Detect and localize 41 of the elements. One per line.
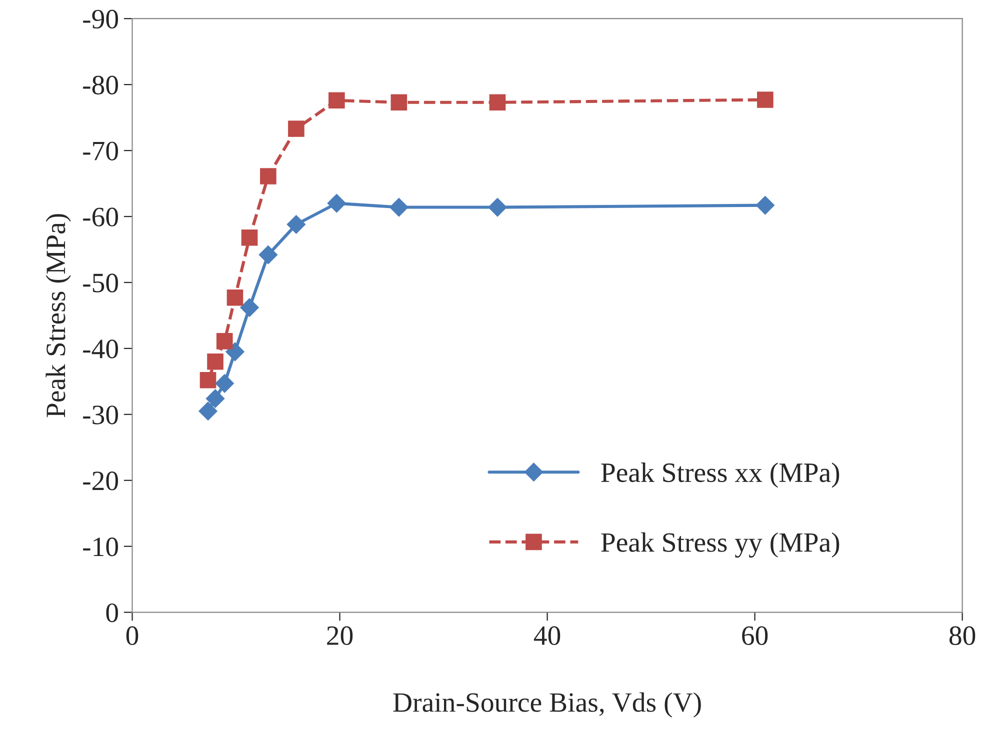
point [488, 198, 507, 217]
point [215, 374, 234, 393]
point [258, 245, 278, 264]
point [327, 194, 346, 213]
x-tick-label: 80 [949, 626, 976, 646]
y-axis-title: Peak Stress (MPa) [46, 214, 71, 418]
y-tick-label: -80 [83, 76, 118, 94]
point [241, 229, 258, 246]
point [216, 333, 233, 350]
point [200, 372, 216, 388]
point [226, 289, 244, 306]
point [286, 215, 306, 234]
y-tick-label: -50 [83, 274, 118, 292]
point [198, 402, 218, 420]
y-tick-label: -90 [83, 10, 118, 29]
x-tick-label: 40 [534, 626, 560, 646]
y-tick-label: -30 [83, 406, 118, 424]
x-axis-title: Drain-Source Bias, Vds (V) [393, 692, 701, 718]
y-tick-label: -60 [83, 208, 118, 226]
point [489, 94, 506, 111]
y-tick-label: -20 [83, 472, 118, 490]
point [260, 168, 276, 184]
point [240, 298, 259, 317]
y-tick-label: 0 [106, 603, 118, 622]
point [756, 196, 775, 215]
point [390, 94, 408, 111]
x-tick-label: 20 [327, 626, 353, 646]
point [328, 92, 345, 109]
point [288, 120, 304, 137]
y-tick-label: -40 [83, 340, 118, 358]
y-tick-label: -10 [83, 538, 118, 556]
legend-label: Peak Stress xx (MPa) [601, 462, 840, 488]
x-tick-label: 60 [742, 626, 768, 646]
point [206, 389, 225, 408]
point [207, 353, 224, 370]
point [226, 342, 244, 362]
point [390, 198, 408, 217]
point [757, 92, 774, 108]
y-tick-label: -70 [83, 142, 118, 160]
legend-label: Peak Stress yy (MPa) [601, 532, 840, 558]
x-tick-label: 0 [126, 626, 138, 646]
